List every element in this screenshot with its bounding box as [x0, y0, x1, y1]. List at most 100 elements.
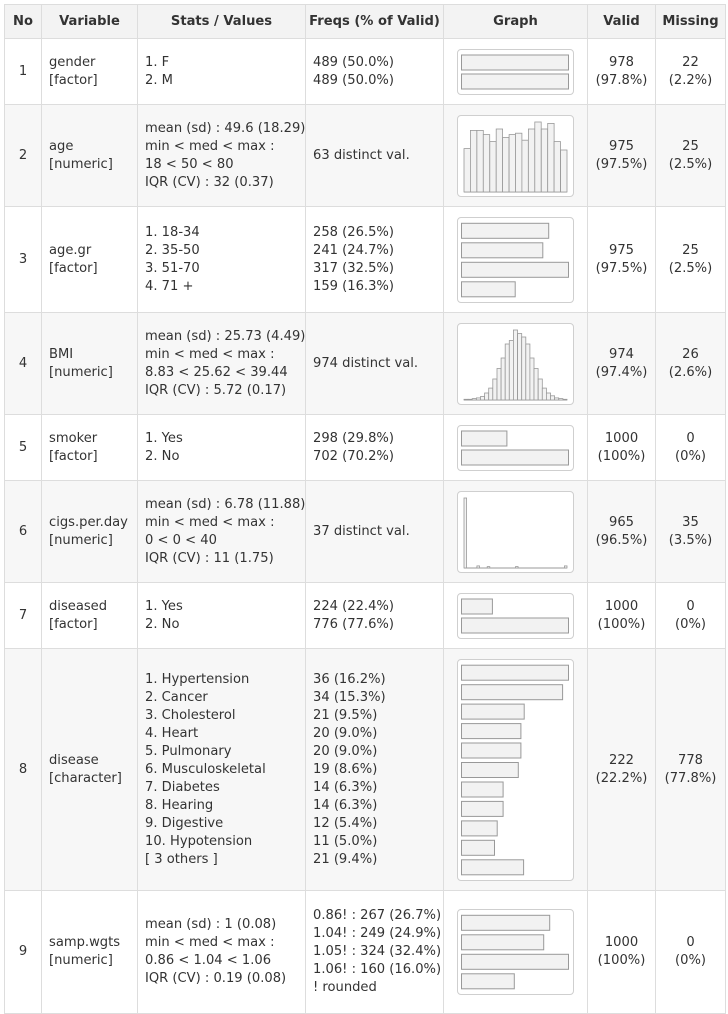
cell-freqs: 298 (29.8%) 702 (70.2%) — [305, 414, 444, 481]
histogram-bar — [562, 398, 568, 400]
histogram-bar — [492, 378, 498, 400]
header-variable: Variable — [41, 4, 138, 39]
histogram-bar — [529, 357, 535, 400]
graph-box — [457, 592, 574, 639]
histogram-bar — [550, 394, 555, 400]
freqs-line: 14 (6.3%) — [313, 797, 378, 813]
graph-svg — [461, 598, 569, 633]
freqs-line: 489 (50.0%) — [313, 72, 394, 88]
valid-line: (100%) — [597, 616, 646, 632]
missing-line: (0%) — [675, 448, 706, 464]
valid-line: (97.5%) — [595, 156, 648, 172]
cell-no: 9 — [4, 890, 42, 1014]
stats-line: 8.83 < 25.62 < 39.44 — [145, 364, 288, 380]
histogram-bar — [521, 139, 529, 192]
valid-line: (97.8%) — [595, 72, 648, 88]
freq-bar — [461, 722, 522, 739]
variable-line: cigs.per.day — [49, 514, 128, 530]
freq-bar — [461, 819, 498, 836]
valid-line: 1000 — [604, 598, 639, 614]
table-row: 5 smoker [factor] 1. Yes 2. No 298 (29.8%) 702… — [4, 414, 726, 481]
stats-line: IQR (CV) : 0.19 (0.08) — [145, 971, 287, 986]
cell-freqs: 63 distinct val. — [305, 104, 444, 207]
missing-line: 26 — [682, 346, 699, 362]
histogram-bar — [547, 122, 555, 192]
cell-stats: 1. Yes 2. No — [137, 582, 306, 649]
freq-bar — [461, 914, 551, 931]
graph-box — [457, 48, 574, 95]
stats-line: 2. No — [145, 448, 180, 464]
freqs-line: 21 (9.4%) — [313, 851, 378, 867]
stats-line: 5. Pulmonary — [145, 743, 232, 759]
histogram-bar — [484, 392, 490, 400]
stats-line: 2. M — [145, 72, 173, 88]
variable-line: [numeric] — [49, 532, 113, 548]
freqs-line: 258 (26.5%) — [313, 224, 394, 240]
histogram-bar — [508, 339, 514, 400]
cell-freqs: 258 (26.5%) 241 (24.7%) 317 (32.5%) 159 (16… — [305, 206, 444, 313]
stats-line: 4. Heart — [145, 725, 199, 741]
stats-line: 9. Digestive — [145, 815, 224, 831]
graph-svg — [461, 664, 569, 875]
valid-line: (100%) — [597, 953, 646, 968]
graph-svg — [461, 222, 569, 297]
header-no: No — [4, 4, 42, 39]
freqs-line: 14 (6.3%) — [313, 779, 378, 795]
stats-line: 18 < 50 < 80 — [145, 156, 234, 172]
cell-stats: 1. Yes 2. No — [137, 414, 306, 481]
cell-variable: smoker [factor] — [41, 414, 138, 481]
missing-line: 778 — [678, 752, 703, 768]
cell-graph — [443, 206, 588, 313]
missing-line: (2.6%) — [668, 364, 713, 380]
cell-graph — [443, 648, 588, 891]
valid-line: 222 — [609, 752, 634, 768]
histogram-bar — [486, 565, 491, 568]
histogram-bar — [471, 397, 477, 400]
cell-variable: cigs.per.day [numeric] — [41, 480, 138, 583]
cell-stats: 1. Hypertension 2. Cancer 3. Cholesterol 4.… — [137, 648, 306, 891]
histogram-bar — [480, 395, 485, 400]
graph-box — [457, 216, 574, 303]
cell-missing: 22 (2.2%) — [655, 38, 726, 105]
histogram-bar — [476, 565, 480, 568]
stats-line: 6. Musculoskeletal — [145, 761, 266, 777]
cell-stats: mean (sd) : 49.6 (18.29) min < med < max … — [137, 104, 306, 207]
cell-missing: 0 (0%) — [655, 890, 726, 1014]
table-row: 4 BMI [numeric] mean (sd) : 25.73 (4.49) min… — [4, 312, 726, 415]
cell-variable: gender [factor] — [41, 38, 138, 105]
histogram-bar — [482, 133, 491, 192]
table-row: 6 cigs.per.day [numeric] mean (sd) : 6.78 (… — [4, 480, 726, 583]
summary-table: No Variable Stats / Values Freqs (% of V… — [4, 4, 726, 1014]
freqs-line: 489 (50.0%) — [313, 54, 394, 70]
histogram-bar — [467, 398, 473, 400]
cell-valid: 1000 (100%) — [587, 414, 656, 481]
variable-line: gender — [49, 54, 96, 70]
stats-line: 0.86 < 1.04 < 1.06 — [145, 953, 272, 968]
table-row: 9 samp.wgts [numeric] mean (sd) : 1 (0.08) m… — [4, 890, 726, 1014]
histogram-bar — [489, 140, 497, 192]
stats-line: min < med < max : — [145, 935, 275, 950]
table-row: 1 gender [factor] 1. F 2. M 489 (50.0%) 489 (5… — [4, 38, 726, 105]
missing-line: (2.2%) — [668, 72, 713, 88]
stats-line: 8. Hearing — [145, 797, 214, 813]
stats-line: 1. Yes — [145, 430, 183, 446]
valid-line: (22.2%) — [595, 770, 648, 786]
graph-box — [457, 114, 574, 197]
freq-bar — [461, 241, 544, 258]
graph-box — [457, 322, 574, 405]
histogram-bar — [515, 132, 523, 192]
freq-bar — [461, 934, 545, 951]
cell-stats: mean (sd) : 6.78 (11.88) min < med < max … — [137, 480, 306, 583]
stats-line: min < med < max : — [145, 514, 275, 530]
freqs-line: 702 (70.2%) — [313, 448, 394, 464]
cell-no: 7 — [4, 582, 42, 649]
stats-line: mean (sd) : 49.6 (18.29) — [145, 120, 306, 136]
freqs-line: 63 distinct val. — [313, 147, 410, 163]
cell-graph — [443, 38, 588, 105]
valid-line: 974 — [609, 346, 634, 362]
cell-valid: 978 (97.8%) — [587, 38, 656, 105]
missing-line: (2.5%) — [668, 260, 713, 276]
histogram-bar — [558, 397, 564, 400]
cell-graph — [443, 480, 588, 583]
variable-line: age — [49, 138, 74, 154]
